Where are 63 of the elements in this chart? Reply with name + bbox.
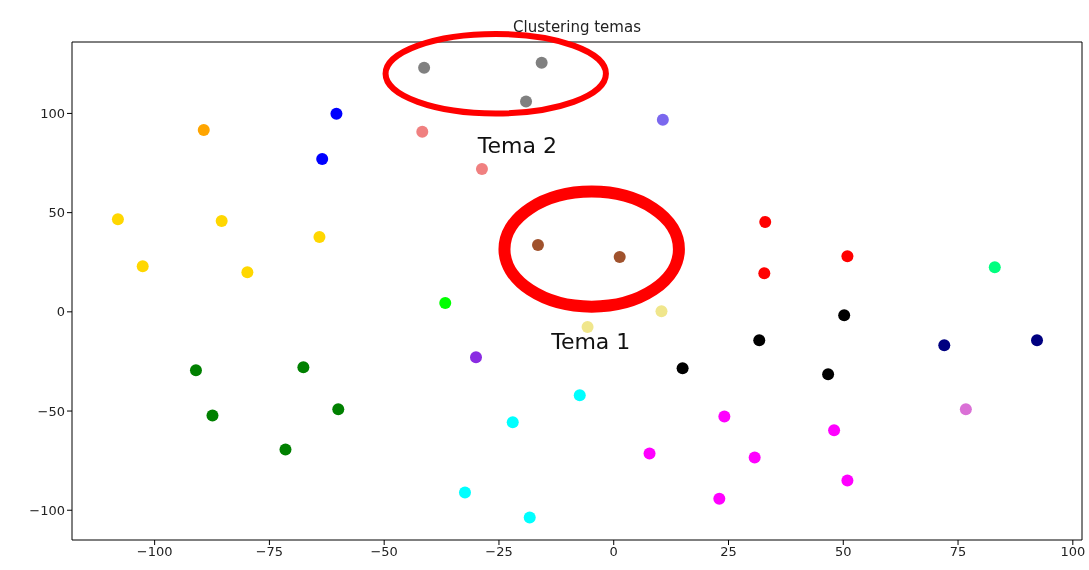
x-tick-label: 25 [720,544,737,560]
point [838,309,851,322]
point [531,238,544,251]
point [111,213,124,226]
y-tick-label: 0 [56,304,65,320]
point [676,362,689,375]
point [573,389,586,402]
point [1031,334,1044,347]
annotation: Tema 2 [476,132,557,158]
point [822,368,835,381]
y-tick-label: 50 [48,205,65,221]
point [718,410,731,423]
x-tick-label: −25 [485,544,513,560]
point [416,125,429,138]
x-tick-label: −75 [255,544,284,560]
point [643,447,656,460]
point [523,511,536,524]
point [316,153,329,166]
point [828,424,841,437]
point [330,107,343,120]
point [470,351,482,364]
point [613,251,626,264]
point [313,231,326,244]
point [206,409,219,422]
point [759,215,772,228]
y-tick-label: 100 [40,106,65,122]
x-tick-label: 0 [609,544,618,560]
x-tick-label: 75 [949,544,967,560]
y-tick-label: −100 [29,502,65,518]
point [581,321,594,334]
point [988,261,1001,274]
point [279,443,292,456]
point [475,162,488,175]
annotation: Tema 1 [550,329,631,355]
x-tick-label: 100 [1060,544,1086,560]
point [136,260,149,273]
chart-title: Clustering temas [513,18,642,36]
point [458,486,471,499]
point [241,266,254,279]
point [189,364,202,377]
point [748,451,761,464]
point [418,61,431,74]
point [938,339,951,352]
y-tick-label: −50 [37,403,65,419]
point [506,416,519,429]
point [655,305,668,318]
x-tick-label: −50 [370,544,398,560]
point [535,56,548,69]
point [197,123,210,136]
point [656,113,669,126]
point [520,95,533,108]
point [959,403,972,416]
point [841,474,854,487]
point [841,250,854,263]
x-tick-label: 50 [835,544,852,560]
point [439,297,452,310]
point [332,403,345,416]
x-tick-label: −100 [136,544,173,560]
point [713,492,726,505]
point [758,267,771,280]
point [753,334,766,347]
point [297,361,310,374]
point [215,214,228,227]
